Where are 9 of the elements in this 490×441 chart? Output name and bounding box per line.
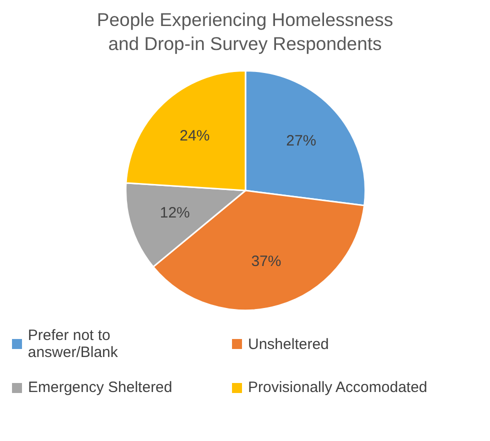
- data-label: 27%: [286, 132, 316, 150]
- legend-label: Emergency Sheltered: [28, 379, 172, 396]
- legend-label: Unsheltered: [248, 336, 329, 352]
- legend-label: Provisionally Accomodated: [248, 379, 428, 396]
- data-label: 37%: [250, 252, 281, 270]
- data-label: 12%: [159, 204, 190, 222]
- chart-title: People Experiencing Homelessness and Drop-in Survey Respondents: [96, 8, 394, 56]
- legend-label: Prefer not to answer/Blank: [28, 327, 119, 361]
- data-label: 24%: [179, 128, 210, 145]
